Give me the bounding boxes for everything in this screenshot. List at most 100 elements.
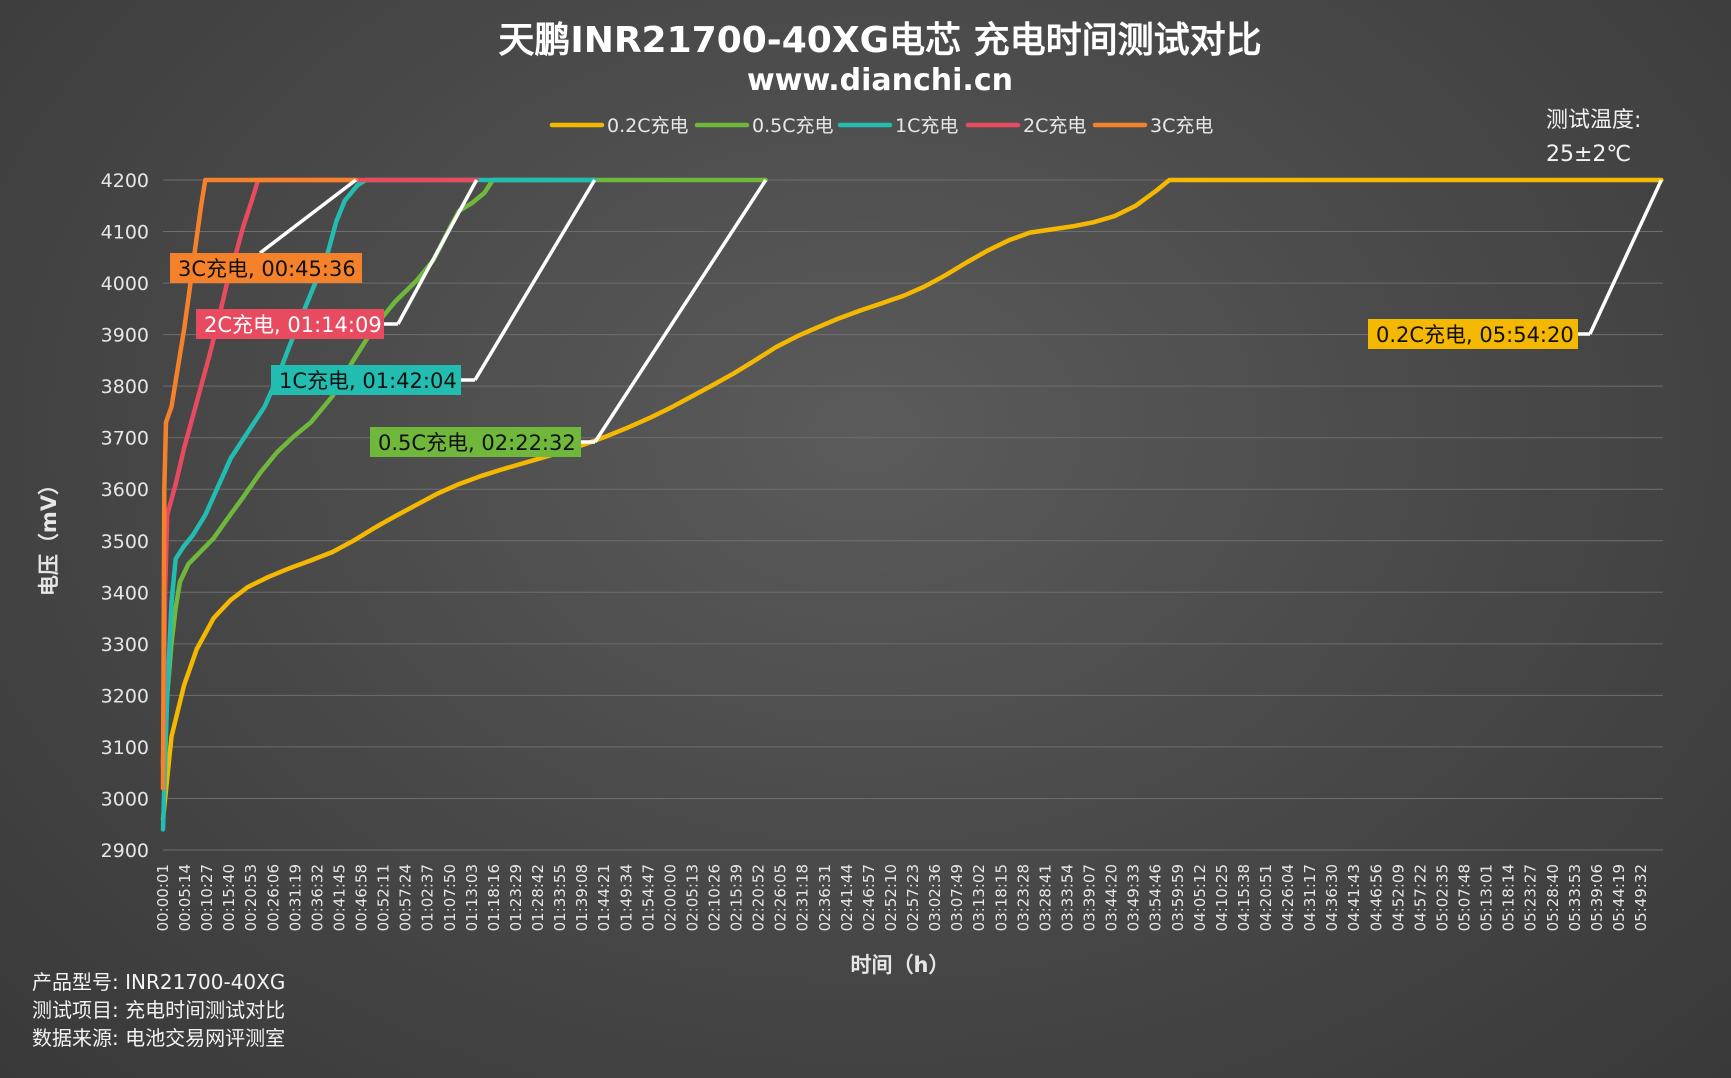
x-tick-label: 04:36:30 xyxy=(1323,864,1341,931)
x-tick-label: 03:49:33 xyxy=(1125,864,1143,931)
annotation-connector xyxy=(473,179,597,381)
x-tick-label: 04:15:38 xyxy=(1235,864,1253,931)
x-tick-label: 05:23:27 xyxy=(1522,864,1540,931)
x-axis-ticks: 00:00:01 00:05:14 00:10:27 00:15:40 00:20:53… xyxy=(154,864,1650,931)
x-tick-label: 00:36:32 xyxy=(308,864,326,931)
x-tick-label: 05:44:19 xyxy=(1610,864,1628,931)
x-tick-label: 04:41:43 xyxy=(1345,864,1363,931)
y-tick-label: 3000 xyxy=(101,788,149,810)
footer-model: 产品型号: INR21700-40XG xyxy=(32,970,286,994)
y-tick-label: 3500 xyxy=(101,531,149,553)
y-tick-label: 3300 xyxy=(101,634,149,656)
x-tick-label: 05:07:48 xyxy=(1456,864,1474,931)
y-axis-label: 电压（mV） xyxy=(37,474,61,596)
annotation-box xyxy=(271,365,461,395)
x-tick-label: 02:46:57 xyxy=(860,864,878,931)
annotation-connector xyxy=(396,179,479,325)
x-tick-label: 01:28:42 xyxy=(529,864,547,931)
y-tick-label: 4000 xyxy=(101,273,149,295)
x-tick-label: 01:13:03 xyxy=(463,864,481,931)
x-tick-label: 00:26:06 xyxy=(264,864,282,931)
x-tick-label: 03:02:36 xyxy=(926,864,944,931)
x-tick-label: 02:26:05 xyxy=(772,864,790,931)
x-tick-label: 03:39:07 xyxy=(1081,864,1099,931)
x-tick-label: 00:20:53 xyxy=(242,864,260,931)
annotation-label: 3C充电, 00:45:36 xyxy=(178,257,356,281)
x-tick-label: 00:46:58 xyxy=(353,864,371,931)
x-tick-label: 03:23:28 xyxy=(1014,864,1032,931)
x-tick-label: 01:33:55 xyxy=(551,864,569,931)
x-tick-label: 05:33:53 xyxy=(1566,864,1584,931)
x-tick-label: 02:10:26 xyxy=(706,864,724,931)
legend: 0.2C充电 0.5C充电 1C充电 2C充电 3C充电 xyxy=(549,115,1213,137)
legend-label: 0.2C充电 xyxy=(607,115,688,137)
x-tick-label: 05:13:01 xyxy=(1478,864,1496,931)
annotation-connector xyxy=(258,178,357,255)
annotation-label: 0.2C充电, 05:54:20 xyxy=(1376,323,1574,347)
y-tick-label: 3700 xyxy=(101,428,149,450)
x-tick-label: 02:20:52 xyxy=(750,864,768,931)
x-tick-label: 03:13:02 xyxy=(970,864,988,931)
x-tick-label: 04:31:17 xyxy=(1301,864,1319,931)
annotation-label: 0.5C充电, 02:22:32 xyxy=(378,431,576,455)
x-tick-label: 01:44:21 xyxy=(595,864,613,931)
x-tick-label: 03:33:54 xyxy=(1058,864,1076,931)
x-tick-label: 04:10:25 xyxy=(1213,864,1231,931)
annotations: 3C充电, 00:45:36 2C充电, 01:14:09 1C充电, 01:42:… xyxy=(170,178,1663,457)
x-tick-label: 02:31:18 xyxy=(794,864,812,931)
x-tick-label: 00:41:45 xyxy=(330,864,348,931)
x-tick-label: 04:05:12 xyxy=(1191,864,1209,931)
legend-label: 1C充电 xyxy=(895,115,958,137)
series-line xyxy=(160,177,1664,822)
y-tick-label: 3800 xyxy=(101,376,149,398)
legend-label: 2C充电 xyxy=(1023,115,1086,137)
x-tick-label: 04:26:04 xyxy=(1279,864,1297,931)
y-tick-label: 3200 xyxy=(101,685,149,707)
x-axis-label: 时间（h） xyxy=(851,953,950,977)
chart-title: 天鹏INR21700-40XG电芯 充电时间测试对比 xyxy=(498,20,1261,61)
x-tick-label: 02:36:31 xyxy=(816,864,834,931)
legend-label: 0.5C充电 xyxy=(752,115,833,137)
x-tick-label: 02:05:13 xyxy=(683,864,701,931)
annotation-box xyxy=(196,309,384,339)
y-tick-label: 3400 xyxy=(101,582,149,604)
annotation-box xyxy=(370,427,581,457)
y-tick-label: 2900 xyxy=(101,840,149,862)
y-tick-label: 4100 xyxy=(101,222,149,244)
x-tick-label: 02:57:23 xyxy=(904,864,922,931)
x-tick-label: 00:00:01 xyxy=(154,864,172,931)
footer-source: 数据来源: 电池交易网评测室 xyxy=(32,1026,286,1050)
footer-item: 测试项目: 充电时间测试对比 xyxy=(32,998,286,1022)
footer-info: 产品型号: INR21700-40XG 测试项目: 充电时间测试对比 数据来源:… xyxy=(32,968,285,1052)
x-tick-label: 01:02:37 xyxy=(419,864,437,931)
x-tick-label: 02:41:44 xyxy=(838,864,856,931)
x-tick-label: 01:49:34 xyxy=(617,864,635,931)
series-lines xyxy=(160,177,1664,832)
temperature-label: 测试温度: xyxy=(1546,108,1642,133)
temperature-value: 25±2℃ xyxy=(1546,142,1632,167)
y-axis-ticks: 2900 3000 3100 3200 3300 3400 3500 3600 3700 3800… xyxy=(101,170,149,862)
x-tick-label: 02:15:39 xyxy=(728,864,746,931)
chart-subtitle: www.dianchi.cn xyxy=(747,63,1013,98)
x-tick-label: 05:18:14 xyxy=(1500,864,1518,931)
x-tick-label: 05:49:32 xyxy=(1632,864,1650,931)
x-tick-label: 01:39:08 xyxy=(573,864,591,931)
x-tick-label: 03:44:20 xyxy=(1103,864,1121,931)
y-tick-label: 3100 xyxy=(101,737,149,759)
x-tick-label: 00:57:24 xyxy=(397,864,415,931)
y-tick-label: 3900 xyxy=(101,325,149,347)
x-tick-label: 02:00:00 xyxy=(661,864,679,931)
grid-lines xyxy=(163,179,1663,851)
x-tick-label: 05:39:06 xyxy=(1588,864,1606,931)
annotation-label: 2C充电, 01:14:09 xyxy=(204,313,382,337)
x-tick-label: 04:52:09 xyxy=(1389,864,1407,931)
annotation-box xyxy=(1368,319,1578,349)
x-tick-label: 00:10:27 xyxy=(198,864,216,931)
series-line xyxy=(160,177,479,770)
x-tick-label: 01:54:47 xyxy=(639,864,657,931)
y-tick-label: 4200 xyxy=(101,170,149,192)
legend-label: 3C充电 xyxy=(1150,115,1213,137)
x-tick-label: 04:57:22 xyxy=(1411,864,1429,931)
x-tick-label: 02:52:10 xyxy=(882,864,900,931)
